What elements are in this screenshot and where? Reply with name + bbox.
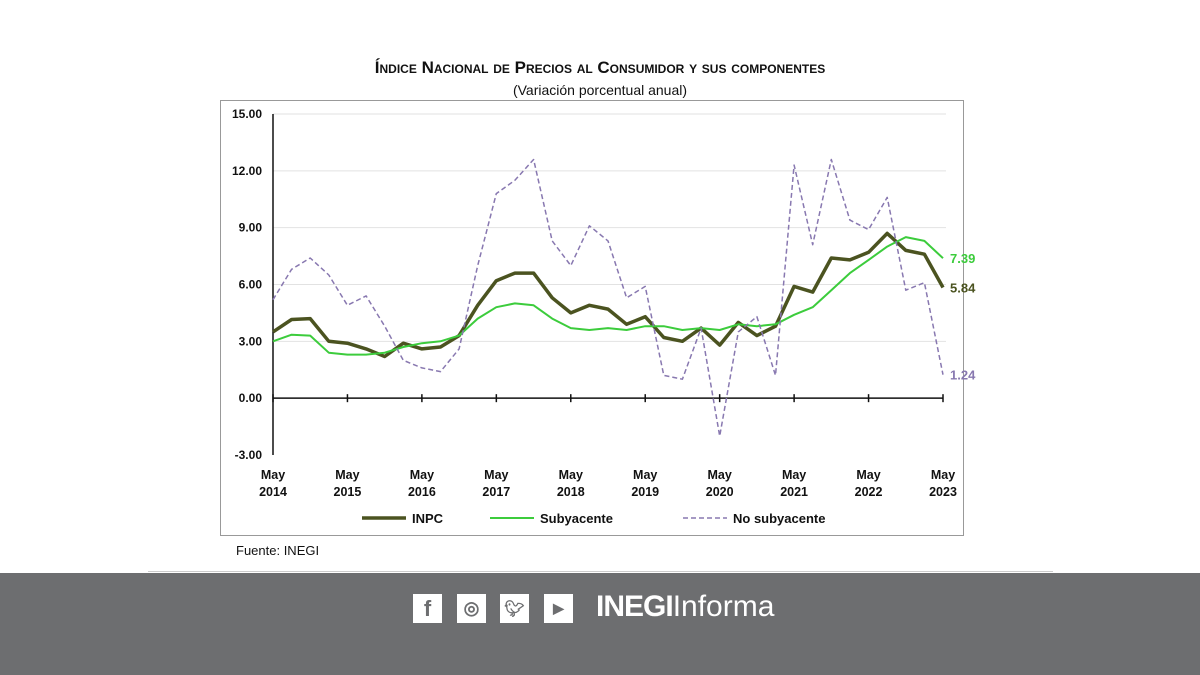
legend-label-subyacente: Subyacente xyxy=(540,511,613,526)
brand-bold: INEGI xyxy=(596,590,674,623)
chart-frame xyxy=(220,100,964,536)
x-tick-label-year: 2015 xyxy=(334,485,362,499)
instagram-icon[interactable]: ◎ xyxy=(457,594,486,623)
facebook-icon[interactable]: f xyxy=(413,594,442,623)
legend-label-no-subyacente: No subyacente xyxy=(733,511,825,526)
x-tick-label-year: 2020 xyxy=(706,485,734,499)
x-tick-label-month: May xyxy=(856,468,880,482)
y-tick-label: 9.00 xyxy=(239,221,263,235)
y-tick-label: 0.00 xyxy=(239,391,263,405)
y-tick-label: 3.00 xyxy=(239,334,263,348)
x-tick-label-month: May xyxy=(782,468,806,482)
brand-light: Informa xyxy=(672,590,775,623)
x-tick-label-year: 2022 xyxy=(855,485,883,499)
x-tick-label-month: May xyxy=(559,468,583,482)
youtube-icon[interactable]: ▶ xyxy=(544,594,573,623)
x-tick-label-year: 2019 xyxy=(631,485,659,499)
end-label-inpc: 5.84 xyxy=(950,281,976,296)
x-tick-label-month: May xyxy=(708,468,732,482)
source-note: Fuente: INEGI xyxy=(236,543,320,558)
x-tick-label-year: 2023 xyxy=(929,485,957,499)
inegi-informa-logo: INEGIInforma xyxy=(596,590,774,624)
x-tick-label-month: May xyxy=(335,468,359,482)
x-tick-label-month: May xyxy=(484,468,508,482)
x-tick-label-year: 2017 xyxy=(482,485,510,499)
series-line-subyacente xyxy=(272,236,944,356)
y-tick-label: 12.00 xyxy=(232,164,262,178)
x-tick-label-month: May xyxy=(931,468,955,482)
x-tick-label-year: 2018 xyxy=(557,485,585,499)
x-tick-label-year: 2016 xyxy=(408,485,436,499)
line-chart: 15.00 12.00 9.00 6.00 3.00 0.00 -3.00 May 2014 Ma… xyxy=(232,107,976,526)
end-label-no-subyacente: 1.24 xyxy=(950,368,976,383)
divider xyxy=(148,571,1053,572)
x-tick-label-year: 2014 xyxy=(259,485,287,499)
y-tick-label: 15.00 xyxy=(232,107,262,121)
x-tick-label-month: May xyxy=(261,468,285,482)
series-line-inpc xyxy=(272,231,945,359)
y-tick-label: -3.00 xyxy=(235,448,263,462)
legend-label-inpc: INPC xyxy=(412,511,444,526)
y-tick-label: 6.00 xyxy=(239,278,263,292)
series-line-no-subyacente xyxy=(272,158,944,437)
chart-title: Índice Nacional de Precios al Consumidor… xyxy=(374,58,826,77)
x-tick-label-month: May xyxy=(410,468,434,482)
footer-bar xyxy=(0,573,1200,675)
x-tick-label-month: May xyxy=(633,468,657,482)
end-label-subyacente: 7.39 xyxy=(950,251,975,266)
chart-subtitle: (Variación porcentual anual) xyxy=(512,82,688,98)
twitter-icon[interactable]: 🐦︎ xyxy=(500,594,529,623)
x-tick-label-year: 2021 xyxy=(780,485,808,499)
